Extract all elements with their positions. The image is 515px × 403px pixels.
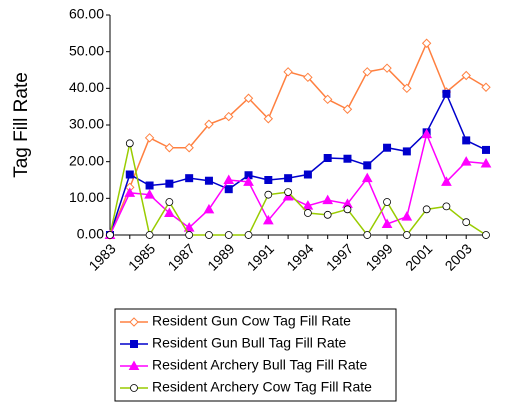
data-point [283,67,293,77]
data-point [343,205,352,214]
data-point [145,231,154,239]
data-point [402,147,411,156]
data-point [284,188,293,197]
data-point [106,231,114,239]
legend-marker [129,317,139,327]
data-point [244,231,253,239]
data-point [402,83,412,94]
data-point [144,133,155,143]
data-point [185,231,194,239]
y-tick-label: 20.00 [69,152,104,168]
x-tick-label: 1994 [283,240,316,273]
data-point [482,145,490,154]
data-point [164,207,175,217]
x-tick-label: 2003 [442,240,475,273]
x-tick-label: 1989 [204,240,237,273]
data-point [442,202,451,211]
y-axis-label: Tag Fill Rate [11,72,32,178]
x-tick-label: 2001 [402,240,435,273]
data-point [125,139,134,148]
data-point [322,194,334,205]
data-point [262,214,274,225]
data-point [144,189,155,199]
data-point [124,187,136,197]
x-tick-label: 1997 [323,240,356,273]
data-point [165,179,174,188]
data-point [303,170,312,179]
data-point [382,63,392,73]
data-point [284,174,293,183]
series-line [109,143,487,238]
y-tick-label: 10.00 [69,189,104,205]
data-point [165,198,174,206]
data-point [481,82,491,92]
legend-label: Resident Gun Bull Tag Fill Rate [152,335,346,351]
data-point [204,176,213,185]
data-point [442,89,451,98]
data-point [322,94,333,105]
data-point [383,143,392,152]
x-tick-label: 1991 [244,240,277,273]
data-point [462,136,471,145]
data-point [441,176,452,186]
data-point [224,111,234,122]
data-point [263,114,274,124]
y-tick-label: 60.00 [69,6,104,22]
legend-label: Resident Archery Bull Tag Fill Rate [152,357,367,373]
data-point [224,231,233,239]
y-tick-label: 40.00 [69,79,104,95]
data-point [482,231,490,239]
data-point [264,176,273,184]
data-point [184,143,194,153]
data-point [243,176,254,186]
y-tick-label: 0.00 [77,226,104,242]
data-point [422,205,431,214]
data-point [223,174,235,184]
x-tick-label: 1985 [125,240,158,273]
data-point [205,231,213,239]
y-tick-label: 50.00 [69,42,104,58]
x-tick-label: 1987 [165,240,198,273]
y-tick-label: 30.00 [69,116,104,132]
data-point [401,211,413,221]
data-point [461,70,471,81]
data-point [264,190,273,199]
data-point [303,209,312,217]
data-point [460,156,472,166]
data-point [383,198,391,206]
data-point [303,72,313,83]
data-point [362,67,372,77]
data-point [462,218,471,227]
data-point [185,174,194,183]
data-point [125,170,134,179]
legend-marker [128,360,140,370]
data-point [421,38,432,48]
legend-marker [130,384,138,392]
legend-label: Resident Gun Cow Tag Fill Rate [152,313,351,329]
data-point [361,172,373,183]
legend-label: Resident Archery Cow Tag Fill Rate [152,379,372,395]
data-point [204,119,214,129]
data-point [342,104,353,114]
data-point [480,157,492,168]
x-tick-label: 1983 [85,240,118,273]
data-point [363,161,372,170]
data-point [145,181,154,190]
data-point [381,218,393,228]
data-point [343,154,352,163]
data-point [243,93,254,103]
data-point [421,128,432,139]
data-point [164,143,175,153]
x-tick-label: 1999 [362,240,395,273]
data-point [363,231,372,239]
data-point [323,154,332,162]
legend [114,308,397,402]
legend-marker [130,340,138,348]
data-point [203,203,215,214]
data-point [323,210,332,219]
data-point [224,185,233,194]
data-point [282,190,294,201]
data-point [402,231,411,239]
